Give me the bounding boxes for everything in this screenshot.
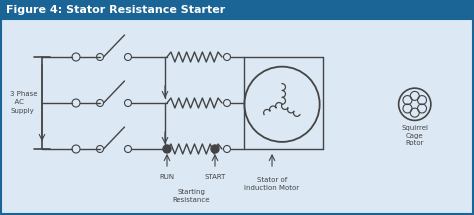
- Text: Stator of
Induction Motor: Stator of Induction Motor: [245, 177, 300, 190]
- Bar: [0, 0, 474, 19]
- Circle shape: [163, 145, 171, 153]
- Text: 3 Phase
  AC
Supply: 3 Phase AC Supply: [10, 91, 37, 114]
- Text: Squirrel
Cage
Rotor: Squirrel Cage Rotor: [401, 125, 428, 146]
- Circle shape: [211, 145, 219, 153]
- Text: Figure 4: Stator Resistance Starter: Figure 4: Stator Resistance Starter: [6, 5, 225, 15]
- Text: START: START: [204, 174, 226, 180]
- Text: RUN: RUN: [159, 174, 174, 180]
- Text: Starting
Resistance: Starting Resistance: [172, 189, 210, 203]
